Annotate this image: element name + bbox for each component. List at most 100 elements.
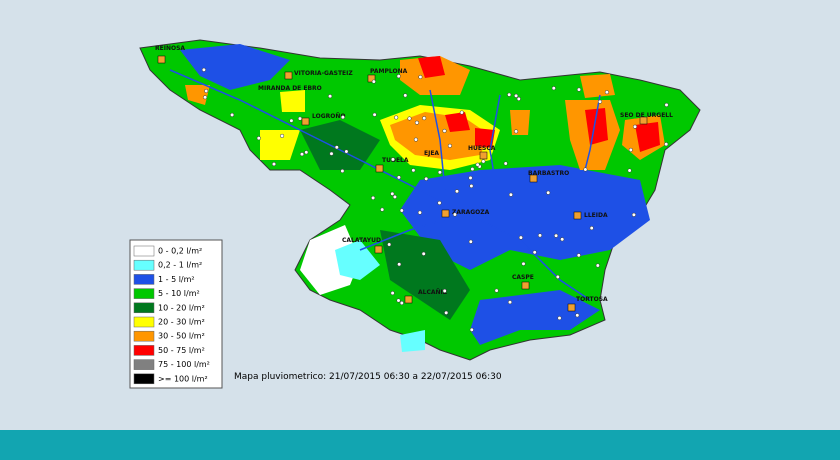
- station-dot: [203, 95, 208, 100]
- station-dot: [396, 175, 401, 180]
- station-dot: [447, 143, 452, 148]
- station-dot: [390, 157, 396, 162]
- station-dot: [503, 161, 508, 166]
- station-dot: [372, 112, 377, 117]
- station-dot: [537, 233, 543, 238]
- station-dot: [452, 212, 457, 217]
- legend-swatch: [133, 316, 155, 328]
- legend-label: 1 - 5 l/m²: [158, 275, 195, 284]
- station-dot: [514, 129, 519, 134]
- station-dot: [459, 110, 464, 115]
- station-dot: [371, 79, 376, 84]
- station-dot: [390, 191, 395, 196]
- station-dot: [555, 274, 560, 279]
- station-dot: [508, 192, 513, 197]
- station-dot: [444, 310, 449, 315]
- station-dot: [604, 90, 609, 95]
- city-label: EJEA: [424, 150, 439, 157]
- legend-label: 75 - 100 l/m²: [158, 360, 210, 369]
- city-label: HUESCA: [468, 145, 496, 152]
- stations: [201, 67, 669, 332]
- city-label: ALCAÑIZ: [418, 289, 448, 296]
- city-label: REINOSA: [155, 45, 185, 52]
- city-marker: [441, 209, 450, 218]
- caption: Mapa pluviometrico: 21/07/2015 06:30 a 2…: [234, 372, 502, 382]
- station-dot: [554, 233, 559, 238]
- station-dot: [334, 145, 339, 150]
- station-dot: [380, 207, 385, 212]
- station-dot: [413, 137, 418, 142]
- station-dot: [392, 194, 397, 199]
- station-dot: [589, 226, 594, 231]
- city-label: LOGROÑO: [312, 113, 345, 120]
- station-dot: [583, 167, 588, 172]
- legend-swatch: [133, 345, 155, 356]
- station-dot: [417, 210, 422, 215]
- station-dot: [396, 298, 401, 303]
- city-marker: [567, 303, 576, 312]
- city-marker: [521, 281, 530, 290]
- station-dot: [340, 168, 345, 174]
- legend-label: 20 - 30 l/m²: [158, 318, 205, 327]
- station-dot: [204, 88, 209, 94]
- city-label: VITORIA-GASTEIZ: [294, 70, 353, 77]
- station-dot: [411, 168, 416, 173]
- city-label: CALATAYUD: [342, 237, 381, 244]
- station-dot: [627, 168, 632, 173]
- legend-swatch: [133, 373, 155, 385]
- station-dot: [516, 96, 521, 101]
- station-dot: [468, 175, 473, 180]
- city-label: CASPE: [512, 274, 534, 281]
- station-dot: [418, 74, 423, 80]
- station-dot: [371, 195, 376, 200]
- city-label: PAMPLONA: [370, 68, 408, 75]
- station-dot: [230, 112, 235, 117]
- station-dot: [494, 288, 499, 293]
- station-dot: [340, 115, 345, 120]
- city-label: LLEIDA: [584, 212, 608, 219]
- station-dot: [299, 152, 305, 157]
- station-dot: [664, 102, 669, 107]
- station-dot: [631, 212, 636, 217]
- station-dot: [256, 136, 261, 141]
- station-dot: [399, 300, 404, 306]
- station-dot: [424, 176, 429, 181]
- station-dot: [399, 208, 404, 213]
- station-dot: [551, 86, 556, 91]
- legend-swatch: [133, 259, 155, 271]
- city-marker: [284, 71, 293, 80]
- station-dot: [414, 120, 419, 125]
- station-dot: [304, 150, 309, 155]
- legend-label: 0,2 - 1 l/m²: [158, 261, 202, 270]
- legend-swatch: [133, 302, 155, 314]
- station-dot: [437, 200, 442, 205]
- station-dot: [437, 170, 442, 175]
- footer-bar: [0, 430, 840, 460]
- city-label: TORTOSA: [576, 296, 608, 303]
- station-dot: [481, 159, 486, 164]
- station-dot: [201, 67, 206, 72]
- legend-swatch: [133, 288, 155, 299]
- station-dot: [518, 235, 523, 240]
- station-dot: [442, 128, 447, 133]
- rivers: [169, 69, 601, 301]
- city-label: ZARAGOZA: [452, 209, 490, 216]
- station-dot: [595, 263, 600, 268]
- station-dot: [329, 151, 334, 156]
- station-dot: [475, 162, 480, 167]
- legend-label: 10 - 20 l/m²: [158, 303, 205, 312]
- station-dot: [470, 167, 475, 172]
- city-marker: [367, 74, 376, 83]
- station-dot: [546, 190, 551, 195]
- station-dot: [271, 162, 277, 167]
- station-dot: [442, 288, 447, 293]
- station-dot: [560, 237, 565, 242]
- legend-label: 50 - 75 l/m²: [158, 346, 205, 355]
- station-dot: [289, 118, 294, 123]
- station-dot: [557, 316, 562, 321]
- city-marker: [157, 55, 166, 64]
- city-label: BARBASTRO: [528, 170, 569, 177]
- station-dot: [344, 149, 349, 154]
- station-dot: [297, 116, 303, 121]
